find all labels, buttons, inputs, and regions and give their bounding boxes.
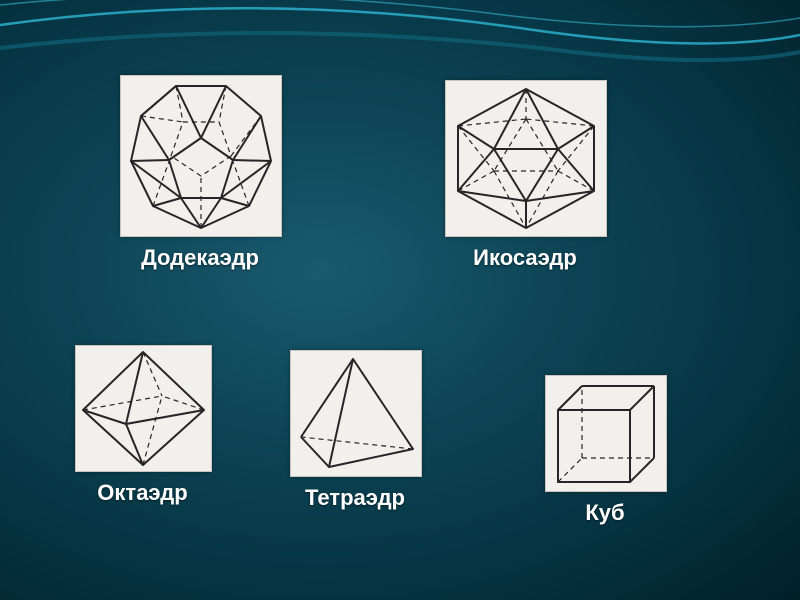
octahedron-label: Октаэдр	[75, 480, 210, 506]
solid-cube: Куб	[545, 375, 665, 526]
solid-dodecahedron: Додекаэдр	[120, 75, 280, 271]
tetrahedron-label: Тетраэдр	[290, 485, 420, 511]
solid-icosahedron: Икосаэдр	[445, 80, 605, 271]
octahedron-diagram	[75, 345, 212, 472]
tetrahedron-diagram	[290, 350, 422, 477]
dodecahedron-diagram	[120, 75, 282, 237]
solid-octahedron: Октаэдр	[75, 345, 210, 506]
solid-tetrahedron: Тетраэдр	[290, 350, 420, 511]
icosahedron-label: Икосаэдр	[445, 245, 605, 271]
cube-diagram	[545, 375, 667, 492]
icosahedron-diagram	[445, 80, 607, 237]
slide-background: Додекаэдр	[0, 0, 800, 600]
cube-label: Куб	[545, 500, 665, 526]
dodecahedron-label: Додекаэдр	[120, 245, 280, 271]
